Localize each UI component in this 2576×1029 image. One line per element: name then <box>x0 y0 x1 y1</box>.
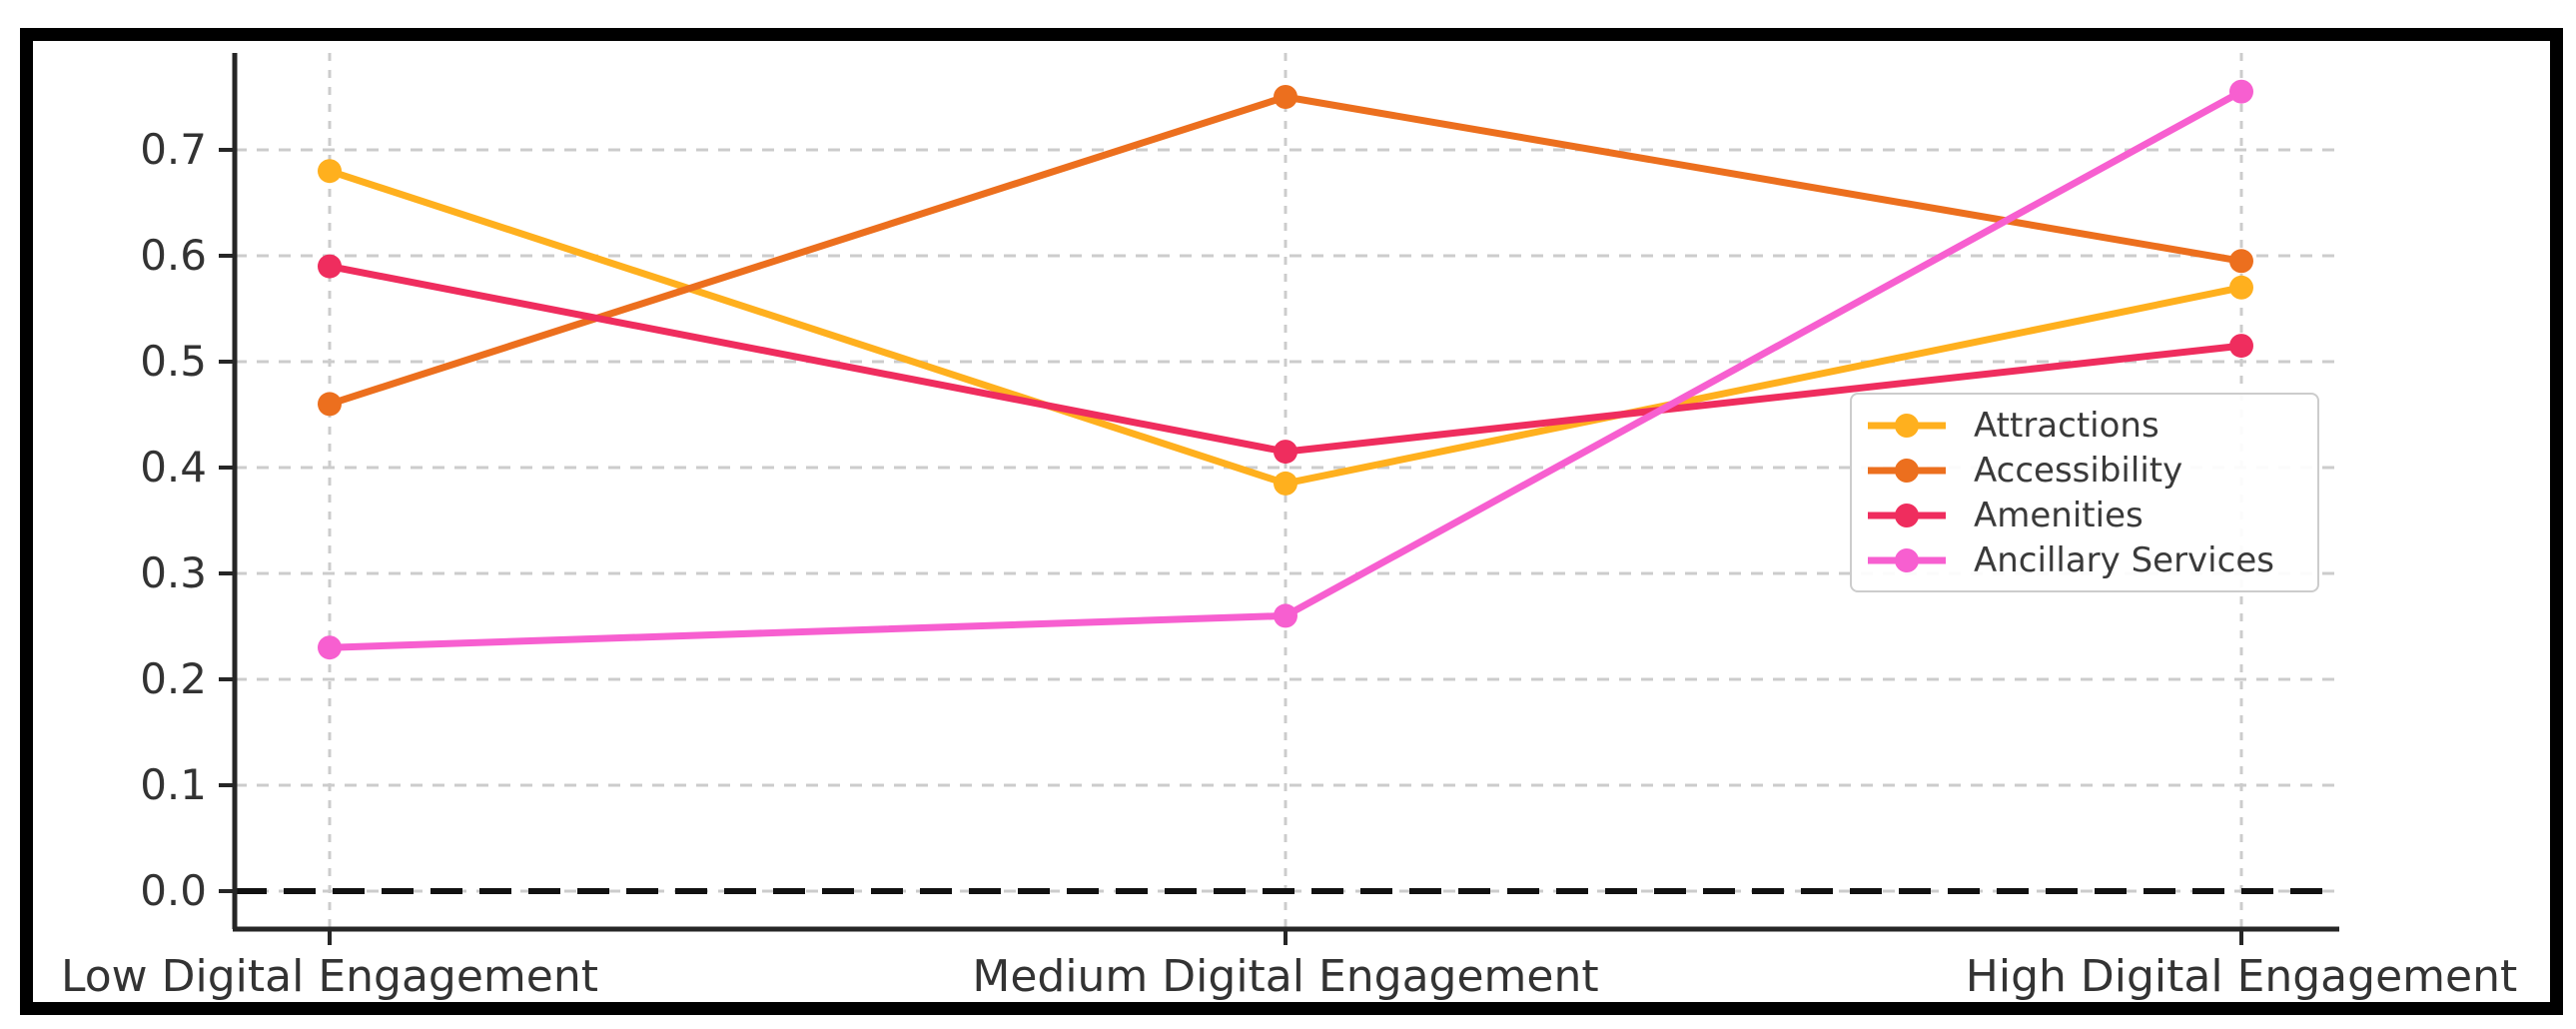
data-point <box>1274 471 1297 496</box>
y-tick-label: 0.3 <box>140 548 207 597</box>
legend-marker-icon <box>1868 413 1946 438</box>
data-point <box>318 635 342 660</box>
legend-item: Ancillary Services <box>1866 538 2303 582</box>
data-point <box>2229 79 2253 104</box>
x-tick-label: Low Digital Engagement <box>61 951 598 1002</box>
y-tick-label: 0.0 <box>140 866 207 915</box>
data-point <box>1274 440 1297 465</box>
y-tick-label: 0.4 <box>140 443 207 492</box>
data-point <box>2229 334 2253 359</box>
x-tick-label: Medium Digital Engagement <box>972 951 1598 1002</box>
legend-label: Amenities <box>1974 495 2144 535</box>
data-point <box>2229 249 2253 274</box>
legend-label: Ancillary Services <box>1974 539 2274 580</box>
legend-item: Amenities <box>1866 494 2303 537</box>
x-tick-label: High Digital Engagement <box>1966 951 2517 1002</box>
legend-marker-icon <box>1868 503 1946 527</box>
legend-label: Attractions <box>1974 405 2159 446</box>
data-point <box>318 254 342 279</box>
legend-item: Accessibility <box>1866 449 2303 493</box>
y-tick-label: 0.6 <box>140 231 207 280</box>
y-tick-label: 0.5 <box>140 337 207 386</box>
y-tick-label: 0.2 <box>140 654 207 703</box>
legend-item: Attractions <box>1866 404 2303 448</box>
legend-label: Accessibility <box>1974 450 2183 491</box>
data-point <box>318 392 342 417</box>
legend-marker-icon <box>1868 547 1946 572</box>
y-tick-label: 0.1 <box>140 760 207 809</box>
legend-marker-icon <box>1868 458 1946 483</box>
data-point <box>318 159 342 184</box>
data-point <box>1274 603 1297 628</box>
data-point <box>1274 85 1297 109</box>
legend: Attractions Accessibility Amenities Ancilla… <box>1850 393 2319 592</box>
data-point <box>2229 275 2253 300</box>
y-tick-label: 0.7 <box>140 125 207 174</box>
